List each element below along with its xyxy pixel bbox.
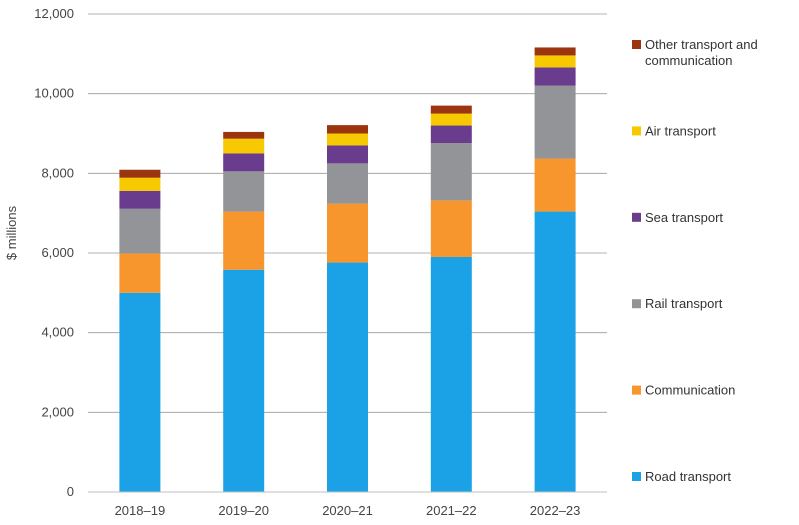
bar-segment-road-transport-3	[430, 256, 472, 492]
legend-swatch	[632, 385, 641, 395]
x-tick-label: 2020–21	[322, 503, 373, 518]
legend-swatch	[632, 126, 641, 136]
bar-segment-communication-2	[327, 203, 368, 263]
y-tick-label: 6,000	[41, 245, 74, 260]
bar-segment-air-transport-4	[534, 55, 576, 68]
bar-segment-air-transport-3	[430, 113, 472, 126]
legend-swatch	[632, 40, 641, 49]
y-axis-title: $ millions	[4, 205, 19, 260]
bar-segment-sea-transport-0	[119, 190, 161, 209]
bar-segment-other-transport-and-communication-0	[119, 169, 161, 178]
legend-swatch	[632, 212, 641, 222]
legend-label: Air transport	[645, 123, 716, 138]
y-tick-label: 8,000	[41, 165, 74, 180]
bar-segment-sea-transport-2	[327, 145, 368, 164]
bar-segment-sea-transport-3	[430, 125, 472, 144]
bar-segment-rail-transport-1	[223, 171, 265, 212]
bar-segment-rail-transport-2	[327, 163, 368, 204]
y-tick-label: 12,000	[34, 6, 74, 21]
legend: Other transport and communication Air tran…	[632, 37, 758, 484]
bar-segment-rail-transport-3	[430, 143, 472, 201]
legend-label: Rail transport	[645, 296, 723, 311]
y-tick-label: 0	[67, 484, 74, 499]
bar-segment-communication-1	[223, 211, 265, 270]
bar-segment-air-transport-1	[223, 138, 265, 154]
bar-segment-rail-transport-4	[534, 85, 576, 159]
bar-segment-communication-4	[534, 158, 576, 212]
bar-segment-other-transport-and-communication-1	[223, 131, 265, 139]
x-tick-label: 2022–23	[530, 503, 581, 518]
bar-segment-sea-transport-1	[223, 153, 265, 172]
bar-segment-air-transport-0	[119, 177, 161, 191]
bar-segment-sea-transport-4	[534, 67, 576, 86]
x-tick-label: 2019–20	[218, 503, 269, 518]
legend-label: Other transport and communication	[645, 37, 758, 68]
y-tick-label: 2,000	[41, 404, 74, 419]
legend-label: Sea transport	[645, 210, 723, 225]
legend-label: Communication	[645, 383, 735, 398]
bar-segment-road-transport-2	[327, 262, 368, 492]
bar-segment-road-transport-1	[223, 269, 265, 492]
bar-segment-other-transport-and-communication-2	[327, 125, 368, 134]
bar-segment-rail-transport-0	[119, 208, 161, 254]
bars	[119, 47, 576, 492]
bar-segment-communication-3	[430, 200, 472, 257]
bar-segment-other-transport-and-communication-4	[534, 47, 576, 56]
legend-swatch	[632, 472, 641, 481]
legend-label: Road transport	[645, 469, 731, 484]
legend-swatch	[632, 299, 641, 309]
y-tick-label: 10,000	[34, 86, 74, 101]
bar-segment-road-transport-4	[534, 211, 576, 492]
bar-segment-other-transport-and-communication-3	[430, 105, 472, 114]
y-axis-ticks: 0 2,000 4,000 6,000 8,000 10,000 12,000	[34, 6, 74, 499]
x-tick-label: 2021–22	[426, 503, 477, 518]
bar-segment-air-transport-2	[327, 133, 368, 146]
x-axis-ticks: 2018–19 2019–20 2020–21 2021–22 2022–23	[115, 503, 581, 518]
y-tick-label: 4,000	[41, 325, 74, 340]
bar-segment-communication-0	[119, 253, 161, 293]
x-tick-label: 2018–19	[115, 503, 166, 518]
bar-segment-road-transport-0	[119, 292, 161, 492]
